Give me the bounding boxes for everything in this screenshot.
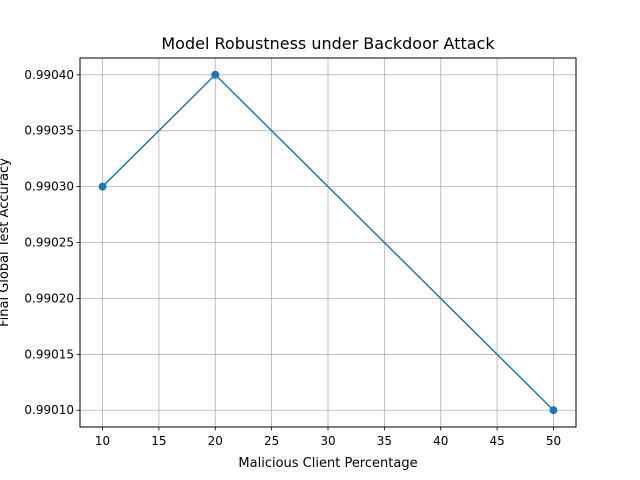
y-tick-label: 0.99020	[24, 291, 74, 305]
x-tick-label: 45	[489, 434, 504, 448]
y-tick-label: 0.99010	[24, 403, 74, 417]
axis-ticks: 10 15 20 25 30 35 40 45 50 0.99010 0.99015 0.99020 0…	[24, 68, 561, 448]
x-tick-label: 30	[320, 434, 335, 448]
y-tick-label: 0.99030	[24, 180, 74, 194]
x-axis-label: Malicious Client Percentage	[238, 456, 417, 471]
chart-title: Model Robustness under Backdoor Attack	[161, 34, 495, 53]
x-tick-label: 20	[208, 434, 223, 448]
data-point	[211, 70, 220, 79]
y-tick-label: 0.99015	[24, 347, 74, 361]
series-layer	[98, 70, 558, 415]
data-point	[98, 182, 107, 191]
y-axis-label: Final Global Test Accuracy	[0, 158, 12, 327]
y-tick-label: 0.99035	[24, 124, 74, 138]
y-tick-label: 0.99040	[24, 68, 74, 82]
x-tick-label: 40	[433, 434, 448, 448]
x-tick-label: 15	[151, 434, 166, 448]
data-point	[549, 406, 558, 415]
x-tick-label: 10	[95, 434, 110, 448]
y-tick-label: 0.99025	[24, 236, 74, 250]
x-tick-label: 25	[264, 434, 279, 448]
x-tick-label: 35	[377, 434, 392, 448]
x-tick-label: 50	[546, 434, 561, 448]
